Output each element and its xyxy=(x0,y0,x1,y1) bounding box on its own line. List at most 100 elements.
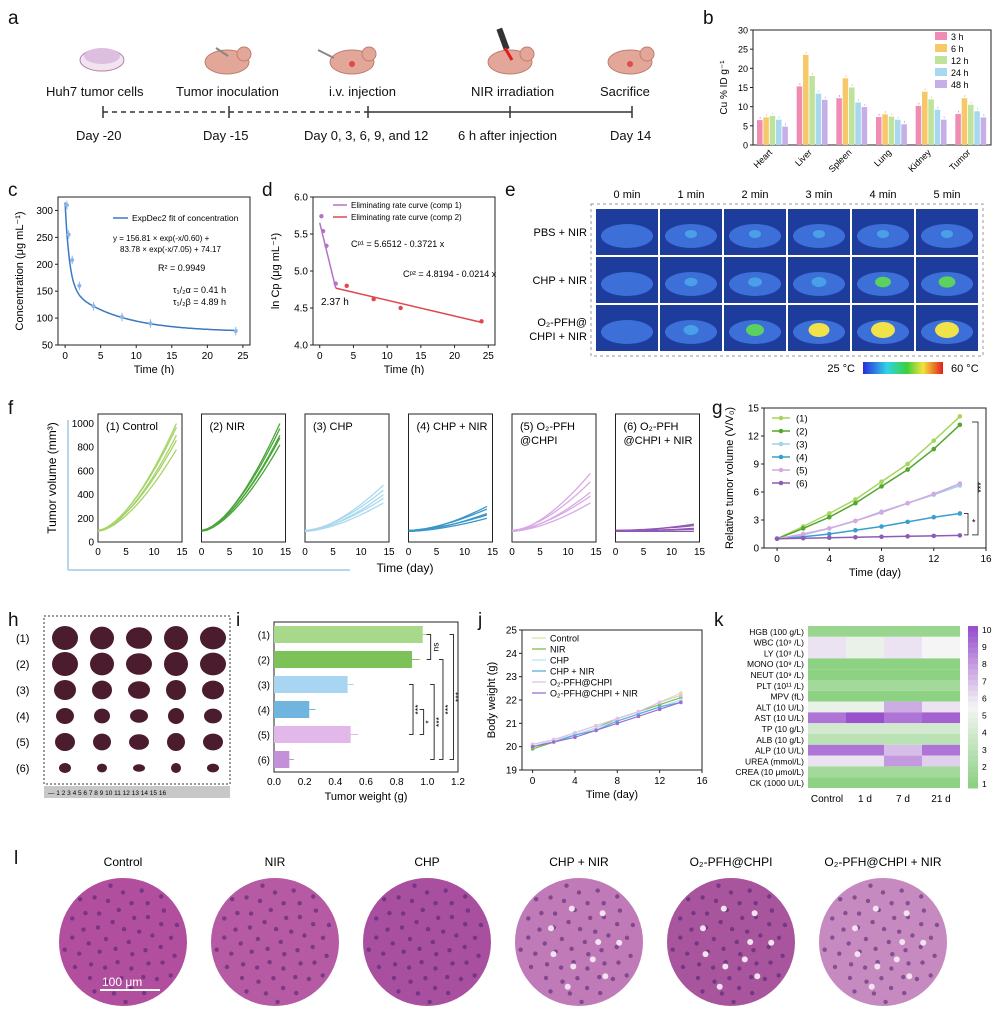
sig-label: *** xyxy=(434,716,444,727)
row-label: (2) xyxy=(16,659,29,671)
category-label: Lung xyxy=(872,147,893,168)
void-space xyxy=(920,939,927,946)
panel-letter-g: g xyxy=(712,398,723,419)
nucleus xyxy=(115,960,120,965)
bar xyxy=(757,120,763,145)
hot-spot xyxy=(811,277,827,287)
row-label: CK (1000 U/L) xyxy=(750,778,804,788)
heatmap-cell xyxy=(808,766,846,778)
hot-spot xyxy=(683,325,699,335)
growth-curve xyxy=(97,423,177,532)
row-label: O₂-PFH@ xyxy=(537,317,587,329)
data-point xyxy=(800,535,806,541)
colorbar-label: 10 xyxy=(982,625,992,635)
legend-label: CHP + NIR xyxy=(550,667,595,677)
nucleus xyxy=(710,965,716,970)
nucleus xyxy=(313,908,319,913)
hot-spot xyxy=(748,277,762,287)
heatmap-cell xyxy=(884,701,922,713)
data-point xyxy=(931,446,937,452)
x-tick-label: 0 xyxy=(509,547,515,558)
data-point xyxy=(853,500,858,506)
nucleus xyxy=(727,976,732,981)
row-label: NEUT (10⁹ /L) xyxy=(750,670,804,680)
nucleus xyxy=(920,960,925,965)
column-label: 1 d xyxy=(858,794,872,805)
data-point xyxy=(530,744,535,749)
nucleus xyxy=(284,915,289,921)
panel-l-histology: Control NIR CHP CHP + NIR O₂-PFH@CHPI O₂-PFH@… xyxy=(0,850,1002,1021)
nucleus xyxy=(406,965,412,970)
panel-letter-a: a xyxy=(8,8,19,29)
colorbar-segment xyxy=(968,642,978,649)
nucleus xyxy=(890,952,895,957)
nucleus xyxy=(841,927,846,932)
nucleus xyxy=(560,979,565,984)
colorbar-label: 8 xyxy=(982,659,987,669)
nucleus xyxy=(159,894,164,899)
nucleus xyxy=(914,976,920,982)
void-space xyxy=(570,963,577,970)
nucleus xyxy=(267,960,272,965)
nucleus xyxy=(289,929,294,934)
tumor-specimen xyxy=(200,626,226,650)
data-point xyxy=(957,414,963,419)
legend-label: NIR xyxy=(550,645,566,655)
data-point xyxy=(324,243,329,249)
series-line xyxy=(777,512,961,540)
legend-label: O₂-PFH@CHPI xyxy=(550,678,612,688)
y-axis-label: Tumor volume (mm³) xyxy=(45,422,59,534)
nucleus xyxy=(103,936,109,942)
nucleus xyxy=(132,915,137,921)
colorbar-label: 3 xyxy=(982,745,987,755)
series-line xyxy=(777,534,960,540)
y-tick-label: 150 xyxy=(36,287,53,298)
x-axis-label: Time (day) xyxy=(586,789,638,801)
tumor-specimen xyxy=(167,733,185,751)
data-point xyxy=(573,730,577,735)
data-point xyxy=(853,497,858,502)
bar xyxy=(915,105,922,145)
heatmap-cell xyxy=(808,777,846,788)
bar xyxy=(274,651,412,668)
bar xyxy=(849,87,855,145)
bar xyxy=(796,86,803,145)
colorbar-segment xyxy=(968,690,978,697)
nucleus xyxy=(447,948,452,953)
nucleus xyxy=(268,907,273,913)
nucleus xyxy=(271,976,276,981)
nucleus xyxy=(630,922,636,928)
nucleus xyxy=(374,935,379,940)
nucleus xyxy=(543,975,549,981)
nucleus xyxy=(462,944,467,950)
histology-section xyxy=(363,878,491,1006)
time-label: 2 min xyxy=(742,189,769,201)
nucleus xyxy=(415,991,421,996)
nucleus xyxy=(566,919,571,925)
heatmap-cell xyxy=(846,658,884,670)
panel-letter-h: h xyxy=(8,610,19,631)
nucleus xyxy=(899,888,904,893)
void-space xyxy=(741,956,748,963)
subplot-title: (3) CHP xyxy=(313,421,353,433)
nucleus xyxy=(624,973,629,978)
colorbar-segment xyxy=(968,717,978,724)
nucleus xyxy=(863,936,869,942)
data-point xyxy=(931,533,937,539)
nucleus xyxy=(450,961,455,966)
growth-curve xyxy=(201,444,281,532)
nucleus xyxy=(718,919,723,925)
photo-frame xyxy=(43,615,231,785)
timeline-event-3: i.v. injection xyxy=(329,84,396,99)
nucleus xyxy=(273,926,279,932)
tumor-specimen xyxy=(168,708,184,724)
nucleus xyxy=(320,935,326,940)
growth-curve xyxy=(97,449,177,532)
x-tick-label: 15 xyxy=(487,547,499,558)
panel-letter-f: f xyxy=(8,398,14,419)
bar xyxy=(882,114,888,145)
nucleus xyxy=(298,961,303,966)
nucleus xyxy=(78,897,83,902)
nucleus xyxy=(747,888,752,893)
nucleus xyxy=(695,975,701,981)
